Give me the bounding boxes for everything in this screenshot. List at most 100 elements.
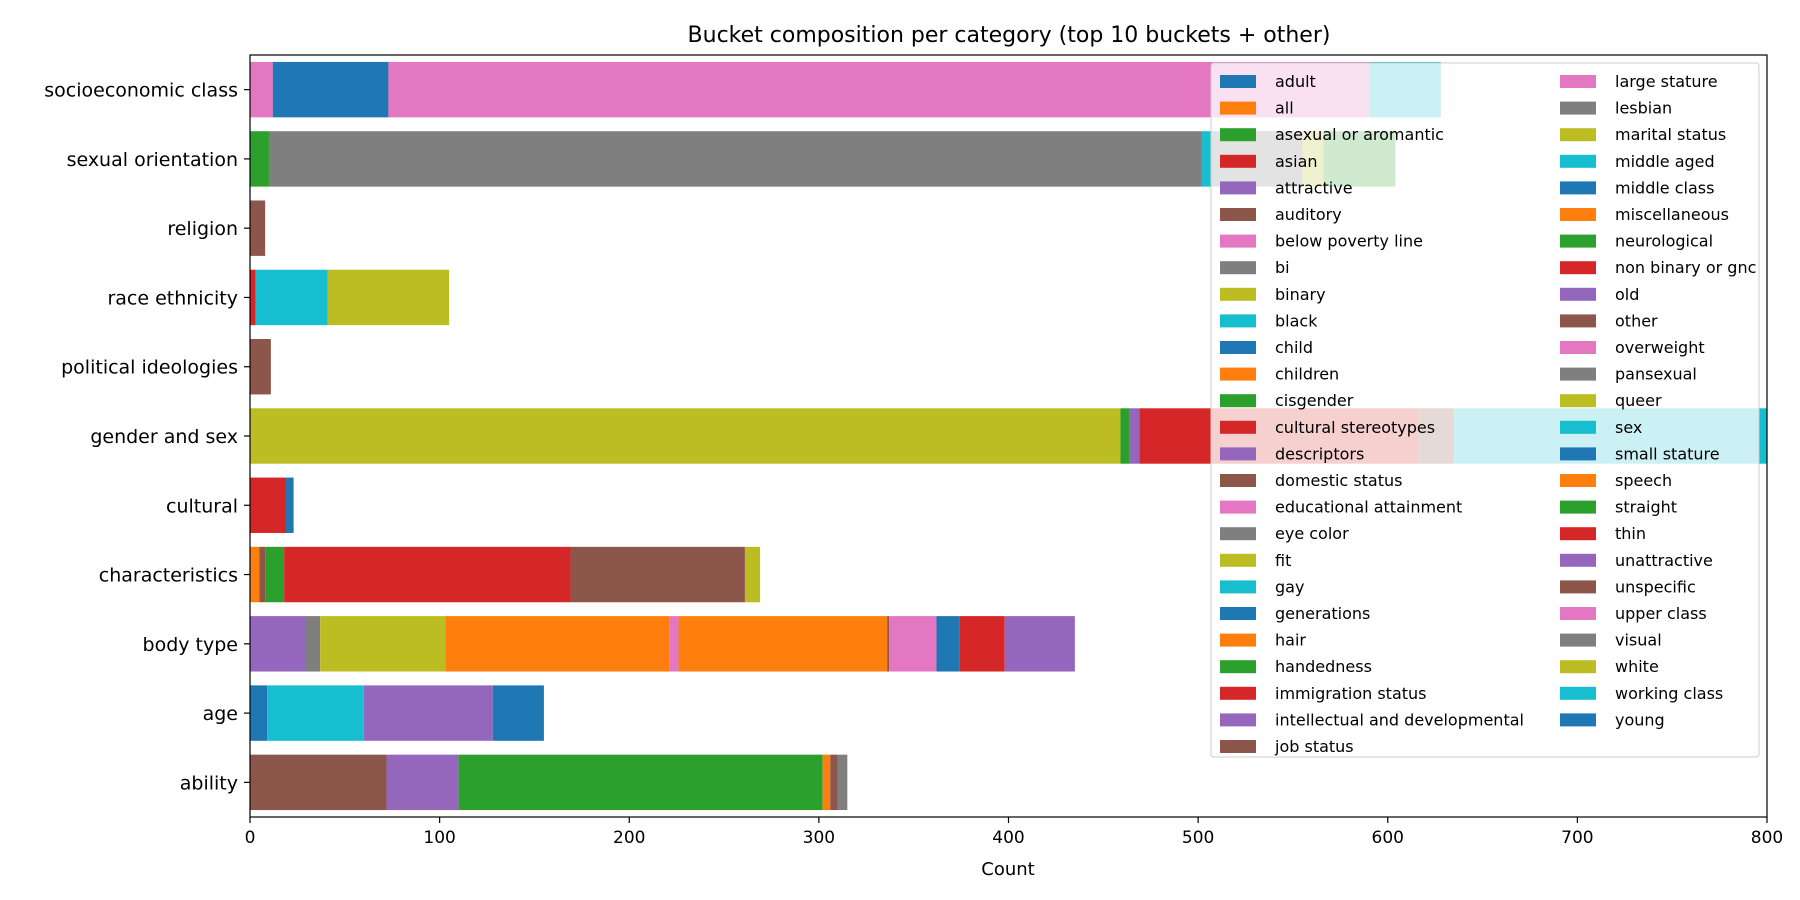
legend-swatch	[1220, 447, 1256, 461]
y-tick-label: characteristics	[99, 565, 238, 587]
bar-ability-intellectual-and-developmental	[386, 754, 459, 811]
legend-swatch	[1560, 580, 1596, 594]
bar-body-type-other	[887, 616, 890, 672]
legend-label: adult	[1275, 72, 1316, 91]
bar-ability-speech	[822, 754, 831, 811]
bar-cultural-generations	[286, 477, 294, 533]
y-tick-label: socioeconomic class	[44, 80, 238, 102]
legend-swatch	[1560, 686, 1596, 700]
legend-swatch	[1560, 527, 1596, 541]
legend-label: young	[1615, 710, 1665, 729]
bar-characteristics-immigration-status	[284, 546, 571, 603]
y-tick-label: gender and sex	[90, 426, 238, 448]
legend-label: speech	[1615, 471, 1672, 490]
bar-ability-unspecific	[830, 754, 838, 811]
y-tick-label: sexual orientation	[67, 149, 238, 171]
legend-swatch	[1220, 633, 1256, 647]
legend-label: queer	[1615, 391, 1662, 410]
bar-body-type-unattractive	[1004, 616, 1075, 672]
legend-label: pansexual	[1615, 365, 1697, 384]
legend-label: descriptors	[1275, 444, 1364, 463]
x-tick-label: 800	[1751, 828, 1783, 848]
legend-swatch	[1560, 553, 1596, 567]
legend-label: attractive	[1275, 178, 1353, 197]
legend-label: overweight	[1615, 338, 1705, 357]
legend-label: unattractive	[1615, 551, 1713, 570]
bar-political-ideologies-other	[250, 339, 271, 395]
legend-label: domestic status	[1275, 471, 1402, 490]
legend-swatch	[1220, 500, 1256, 514]
legend-swatch	[1220, 154, 1256, 168]
legend-swatch	[1560, 75, 1596, 88]
bar-race-ethnicity-asian	[250, 269, 256, 326]
legend-box	[1210, 62, 1760, 758]
x-tick-label: 100	[423, 828, 455, 848]
legend-swatch	[1560, 607, 1596, 620]
bar-sexual-orientation-gay	[1201, 131, 1212, 187]
bar-cultural-cultural-stereotypes	[250, 477, 287, 533]
bar-body-type-eye-color	[304, 616, 321, 672]
legend-label: straight	[1615, 498, 1677, 517]
legend-swatch	[1220, 607, 1256, 620]
legend-label: job status	[1274, 737, 1354, 756]
legend-label: immigration status	[1275, 684, 1427, 703]
bar-age-old	[363, 685, 493, 741]
y-tick-label: ability	[180, 772, 238, 794]
legend-swatch	[1220, 660, 1256, 674]
legend-label: asian	[1275, 152, 1318, 171]
y-tick-label: religion	[167, 218, 238, 240]
legend-swatch	[1220, 367, 1256, 381]
legend-swatch	[1220, 208, 1256, 221]
x-tick-label: 200	[613, 828, 645, 848]
bar-ability-visual	[837, 754, 848, 811]
legend-swatch	[1220, 314, 1256, 328]
bar-characteristics-job-status	[570, 546, 745, 603]
x-axis: 0 100 200 300 400 500 600 700 800	[245, 817, 1783, 848]
bar-body-type-large-stature	[669, 616, 679, 672]
legend-swatch	[1560, 420, 1596, 434]
x-tick-label: 400	[992, 828, 1024, 848]
legend-swatch	[1220, 553, 1256, 567]
legend-swatch	[1220, 101, 1256, 115]
legend-swatch	[1560, 633, 1596, 647]
x-tick-label: 700	[1561, 828, 1593, 848]
bar-age-middle-aged	[267, 685, 364, 741]
plot-frame	[249, 54, 1768, 818]
legend-label: children	[1275, 365, 1339, 384]
legend-label: auditory	[1275, 205, 1342, 224]
x-tick-label: 300	[803, 828, 835, 848]
bar-age-adult	[250, 685, 268, 741]
legend-label: cisgender	[1275, 391, 1354, 410]
y-tick-label: political ideologies	[61, 357, 238, 379]
bar-sexual-orientation-asexual-or-aromantic	[250, 131, 269, 187]
legend-label: gay	[1275, 577, 1304, 596]
legend-swatch	[1560, 128, 1596, 142]
chart-title: Bucket composition per category (top 10 …	[688, 23, 1331, 48]
legend-swatch	[1560, 500, 1596, 514]
bar-body-type-hair	[445, 616, 670, 672]
legend-swatch	[1560, 713, 1596, 727]
legend-swatch	[1560, 660, 1596, 674]
bar-gender-and-sex-binary	[250, 408, 1121, 464]
legend-swatch	[1220, 75, 1256, 88]
legend-swatch	[1220, 740, 1256, 753]
legend-label: intellectual and developmental	[1275, 710, 1524, 729]
legend-swatch	[1220, 527, 1256, 541]
bar-sexual-orientation-bi	[268, 131, 1202, 187]
legend-label: other	[1615, 311, 1658, 330]
legend-swatch	[1560, 287, 1596, 301]
bar-characteristics-marital-status	[744, 546, 761, 603]
x-tick-label: 0	[245, 828, 256, 848]
bar-race-ethnicity-black	[255, 269, 328, 326]
legend-swatch	[1560, 447, 1596, 461]
y-tick-label: cultural	[166, 495, 238, 517]
legend-label: child	[1275, 338, 1313, 357]
legend-swatch	[1220, 474, 1256, 487]
legend-label: educational attainment	[1275, 498, 1462, 517]
legend-swatch	[1220, 341, 1256, 354]
legend-swatch	[1220, 713, 1256, 727]
legend-label: working class	[1615, 684, 1723, 703]
legend-swatch	[1560, 101, 1596, 115]
bar-race-ethnicity-white	[327, 269, 450, 326]
x-axis-label: Count	[981, 859, 1034, 880]
